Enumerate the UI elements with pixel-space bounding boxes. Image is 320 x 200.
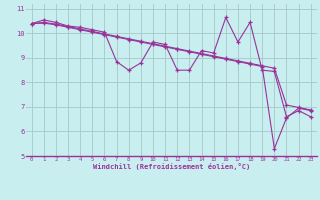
X-axis label: Windchill (Refroidissement éolien,°C): Windchill (Refroidissement éolien,°C) [92, 163, 250, 170]
